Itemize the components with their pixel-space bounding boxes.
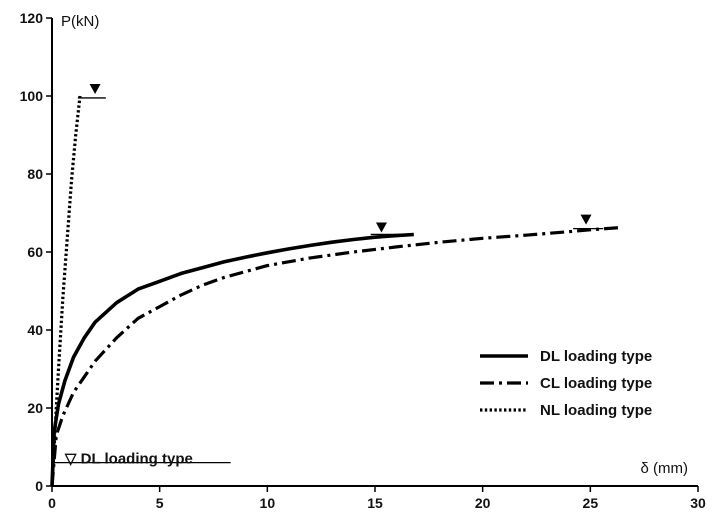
annotation: ▽ DL loading type xyxy=(52,451,231,468)
legend-label: DL loading type xyxy=(540,348,652,365)
series xyxy=(50,95,623,487)
y-tick-label: 80 xyxy=(27,166,43,182)
reference-lines xyxy=(77,97,604,236)
y-axis-title: P(kN) xyxy=(61,13,99,30)
y-tick-label: 20 xyxy=(27,400,43,416)
ultimate-load-marker xyxy=(580,214,592,225)
y-tick-label: 60 xyxy=(27,244,43,260)
legend-label: NL loading type xyxy=(540,402,652,419)
annotation-label: ▽ DL loading type xyxy=(64,451,193,468)
x-tick-label: 5 xyxy=(156,495,164,511)
x-tick-label: 0 xyxy=(48,495,56,511)
x-tick-label: 20 xyxy=(475,495,491,511)
x-tick-label: 10 xyxy=(260,495,276,511)
x-tick-label: 15 xyxy=(367,495,383,511)
x-tick-label: 30 xyxy=(690,495,706,511)
series-line-nl xyxy=(50,95,82,487)
x-tick-label: 25 xyxy=(583,495,599,511)
legend-label: CL loading type xyxy=(540,375,652,392)
ultimate-load-marker xyxy=(89,84,101,94)
ultimate-load-marker xyxy=(375,222,387,233)
series-line-cl xyxy=(50,225,623,487)
y-tick-label: 40 xyxy=(27,322,43,338)
y-tick-label: 0 xyxy=(35,478,43,494)
y-tick-label: 100 xyxy=(20,88,44,104)
y-tick-label: 120 xyxy=(20,10,44,26)
x-axis-title: δ (mm) xyxy=(641,460,689,477)
ticks: 0 5 10 15 20 25 30 0 20 40 60 80 100 120 xyxy=(20,10,706,511)
ultimate-markers xyxy=(89,84,592,233)
legend: DL loading type CL loading type NL loading… xyxy=(480,348,652,419)
series-line-dl xyxy=(50,232,414,487)
